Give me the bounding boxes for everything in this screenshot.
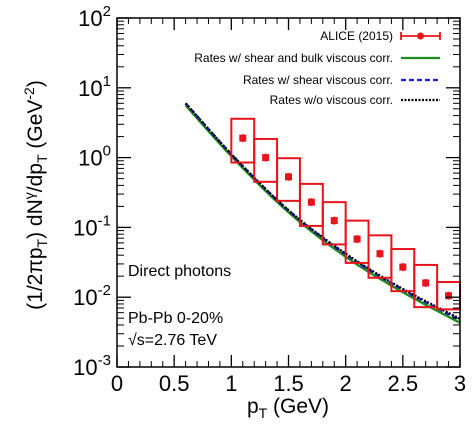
y-tick-label: 10-2 [73,282,111,310]
legend-item: Rates w/ shear and bulk viscous corr. [194,51,440,65]
data-point [436,281,461,311]
marker [353,235,361,243]
data-points [230,117,461,311]
legend: ALICE (2015) Rates w/ shear and bulk visc… [194,29,441,107]
marker [445,292,453,300]
legend-marker [417,32,424,40]
axis-ticks: 0 0.5 1 1.5 2 2.5 3 10-3 10-2 10-1 100 101 102 [73,3,466,396]
data-point [298,182,324,227]
data-point [321,201,347,246]
data-point [276,157,301,202]
x-tick-label: 3 [454,371,466,396]
legend-label: Rates w/ shear and bulk viscous corr. [194,51,393,65]
annotation-energy: √s=2.76 TeV [128,332,217,349]
marker [376,250,384,258]
legend-label: Rates w/ shear viscous corr. [243,73,393,87]
annotation-direct-photons: Direct photons [128,263,231,280]
legend-label: ALICE (2015) [320,29,393,43]
marker [307,198,315,206]
legend-item: ALICE (2015) [320,29,441,43]
legend-label: Rates w/o viscous corr. [270,93,393,107]
marker [285,173,292,181]
y-tick-label: 10-3 [73,352,111,380]
y-tick-label: 101 [78,73,111,101]
y-axis-title: (1/2πpT) dNγ/dpT (GeV-2) [21,80,50,310]
systematic-box [276,157,301,202]
legend-item: Rates w/o viscous corr. [270,93,440,107]
annotation-collision-system: Pb-Pb 0-20% [128,310,223,327]
x-axis-title: pT (GeV) [247,395,329,420]
x-tick-label: 1 [225,371,237,396]
data-point [390,248,416,293]
data-point [253,137,279,183]
x-tick-label: 2 [340,371,352,396]
x-tick-label: 0.5 [159,371,190,396]
marker [239,134,247,142]
x-tick-label: 0 [111,371,123,396]
x-tick-label: 2.5 [388,371,419,396]
y-tick-label: 100 [78,143,111,171]
legend-item: Rates w/ shear viscous corr. [243,73,440,87]
y-tick-label: 102 [78,3,111,31]
y-tick-label: 10-1 [73,212,111,240]
data-point [230,117,256,164]
marker [422,279,430,287]
marker [262,154,270,162]
marker [399,263,407,271]
x-tick-label: 1.5 [273,371,304,396]
marker [330,217,338,225]
